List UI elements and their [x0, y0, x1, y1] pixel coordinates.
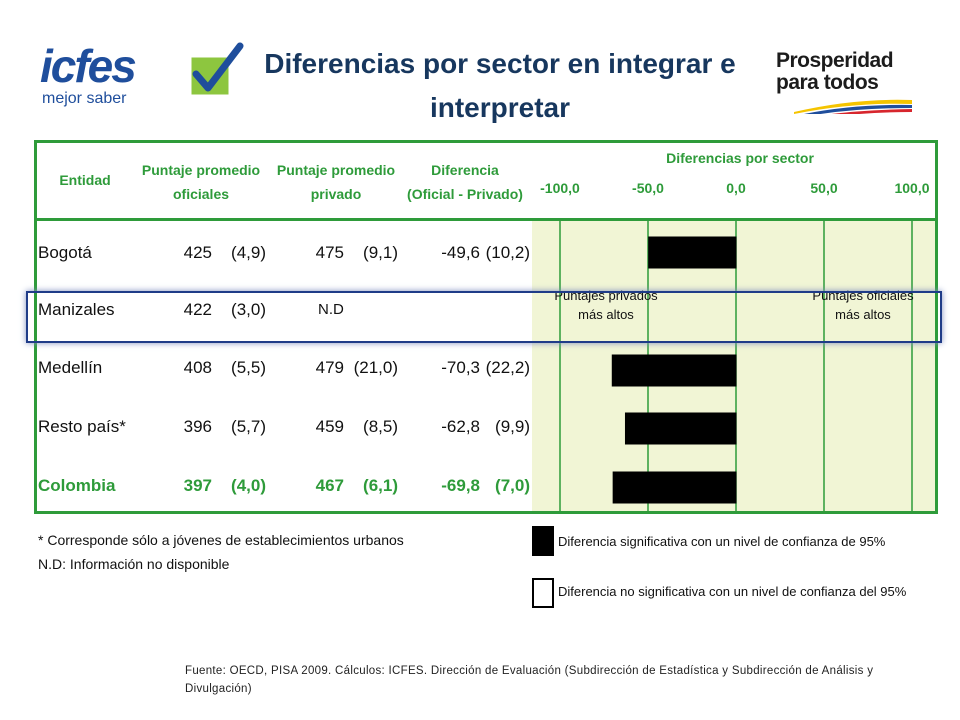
cell-entidad: Medellín [38, 358, 103, 377]
note-asterisk: * Corresponde sólo a jóvenes de establec… [38, 532, 404, 548]
cell-oficial-se: (5,7) [231, 417, 266, 436]
header-diferencia-line1: Diferencia [431, 162, 499, 178]
header-diferencia: Diferencia (Oficial - Privado) [400, 158, 530, 206]
cell-diferencia: -49,6 [441, 243, 480, 262]
bar [624, 412, 737, 445]
flag-stripe-icon [794, 99, 912, 114]
bar [648, 236, 737, 269]
tick-label: 50,0 [810, 180, 838, 196]
header-divider [34, 218, 938, 221]
prosperidad-logo: Prosperidad para todos [776, 48, 916, 118]
legend-not-significant-swatch [532, 578, 554, 608]
page-title: Diferencias por sector en integrar e int… [264, 48, 736, 123]
cell-diferencia-se: (10,2) [485, 243, 530, 262]
cell-entidad: Resto país* [38, 417, 126, 436]
header-privado: Puntaje promedio privado [268, 158, 404, 206]
icfes-logo-brand: icfes [40, 40, 137, 92]
cell-diferencia-se: (9,9) [495, 417, 530, 436]
legend-significant-swatch [532, 526, 554, 556]
cell-privado: 467 [315, 476, 344, 495]
cell-privado-se: (9,1) [363, 243, 398, 262]
bar [612, 471, 737, 504]
prosperidad-logo-line1: Prosperidad [776, 49, 894, 72]
checkmark-icon [188, 42, 244, 98]
cell-entidad: Bogotá [38, 243, 92, 262]
cell-entidad: Colombia [38, 476, 116, 495]
cell-privado: 479 [315, 358, 344, 377]
cell-diferencia: -70,3 [441, 358, 480, 377]
tick-label: -100,0 [540, 180, 580, 196]
table-frame [34, 140, 938, 514]
cell-oficial: 408 [183, 358, 212, 377]
header-privado-line2: privado [310, 186, 362, 202]
icfes-logo: icfes mejor saber [36, 40, 244, 112]
cell-privado: 459 [315, 417, 344, 436]
cell-oficial: 397 [183, 476, 212, 495]
cell-entidad: Manizales [38, 300, 115, 319]
cell-oficial-se: (3,0) [231, 300, 266, 319]
cell-diferencia: -62,8 [441, 417, 480, 436]
cell-oficial: 425 [183, 243, 212, 262]
header-oficiales-line2: oficiales [172, 186, 230, 202]
row-highlight-manizales [26, 291, 942, 343]
chart-title: Diferencias por sector [666, 150, 814, 166]
bar [611, 354, 737, 387]
cell-privado-se: (8,5) [363, 417, 398, 436]
header-entidad: Entidad [59, 172, 111, 188]
cell-oficial: 422 [183, 300, 212, 319]
legend-significant-label: Diferencia significativa con un nivel de… [558, 534, 886, 549]
cell-oficial-se: (4,9) [231, 243, 266, 262]
cell-privado: 475 [315, 243, 344, 262]
header-oficiales: Puntaje promedio oficiales [132, 158, 270, 206]
header-diferencia-line2: (Oficial - Privado) [407, 186, 523, 202]
cell-diferencia-se: (7,0) [495, 476, 530, 495]
cell-privado: N.D [318, 301, 344, 318]
tick-label: 100,0 [894, 180, 930, 196]
cell-oficial-se: (4,0) [231, 476, 266, 495]
cell-oficial: 396 [183, 417, 212, 436]
cell-diferencia-se: (22,2) [485, 358, 530, 377]
header-oficiales-line1: Puntaje promedio [141, 162, 261, 178]
legend-not-significant-label: Diferencia no significativa con un nivel… [558, 584, 907, 599]
tick-label: 0,0 [726, 180, 746, 196]
header-privado-line1: Puntaje promedio [276, 162, 396, 178]
cell-diferencia: -69,8 [441, 476, 480, 495]
cell-privado-se: (21,0) [353, 358, 398, 377]
note-nd: N.D: Información no disponible [38, 556, 230, 572]
prosperidad-logo-line2: para todos [776, 71, 879, 94]
tick-label: -50,0 [632, 180, 664, 196]
source-note: Fuente: OECD, PISA 2009. Cálculos: ICFES… [185, 665, 874, 695]
difference-chart [559, 221, 913, 514]
icfes-logo-tagline: mejor saber [42, 90, 127, 107]
cell-privado-se: (6,1) [363, 476, 398, 495]
cell-oficial-se: (5,5) [231, 358, 266, 377]
